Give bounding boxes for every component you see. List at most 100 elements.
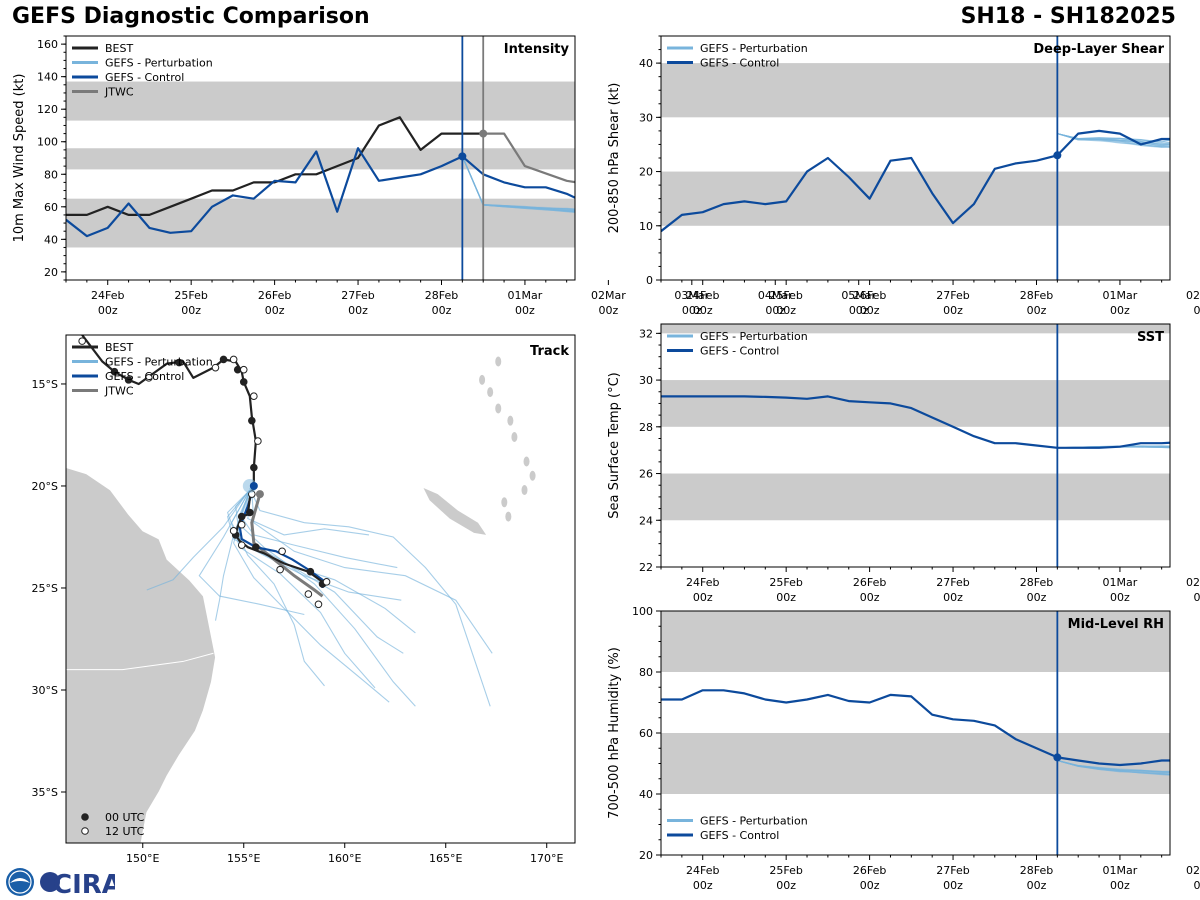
y-axis-label: 200-850 hPa Shear (kt): [607, 83, 622, 234]
y-tick-label: 22: [639, 561, 653, 574]
y-tick-label: 32: [639, 327, 653, 340]
y-axis-label: Sea Surface Temp (°C): [607, 372, 622, 519]
best-00utc-dot: [175, 358, 183, 367]
best-00utc-dot: [306, 567, 315, 576]
perturbation-line: [461, 156, 575, 212]
x-tick-label-line: 05Mar: [841, 289, 876, 302]
legend-label: GEFS - Control: [700, 829, 779, 842]
x-tick-label-line: 00z: [860, 304, 880, 317]
perturbation-line: [1057, 759, 1170, 775]
legend-12utc-marker: [81, 827, 89, 835]
x-tick-label: 26Feb 00z: [853, 864, 886, 892]
threshold-band: [661, 611, 1170, 672]
x-tick-label-line: 24Feb: [686, 289, 719, 302]
best-12utc-dot: [78, 337, 86, 345]
threshold-band: [661, 380, 1170, 427]
x-tick-label-line: 04Mar: [758, 289, 793, 302]
x-tick-label-line: 28Feb: [1020, 864, 1053, 877]
storm-id-title: SH18 - SH182025: [960, 4, 1176, 29]
x-tick-label: 27Feb 00z: [341, 289, 374, 317]
best-12utc-dot: [145, 374, 153, 382]
x-tick-label: 24Feb 00z: [686, 576, 719, 604]
noaa-logo-bird: [10, 878, 30, 883]
vanuatu-island: [511, 432, 518, 443]
figure-title: GEFS Diagnostic Comparison: [12, 4, 370, 29]
legend-label: GEFS - Perturbation: [700, 330, 808, 343]
threshold-band: [66, 81, 575, 121]
best-00utc-dot: [246, 508, 254, 517]
x-tick-label-line: 00z: [776, 304, 796, 317]
x-tick-label: 01Mar 00z: [1103, 864, 1138, 892]
y-tick-label: 30: [639, 111, 653, 124]
y-tick-label: 20: [639, 166, 653, 179]
best-12utc-dot: [237, 520, 246, 529]
noaa-logo-icon: [6, 868, 34, 896]
init-marker: [479, 129, 488, 138]
perturbation-track: [214, 489, 251, 621]
chart-shear: 0 10 20 30 40 24Feb 00z 25Feb 00z 26Feb 00z 27Feb 00…: [607, 35, 1200, 317]
x-tick-label: 25Feb 00z: [769, 576, 802, 604]
best-00utc-dot: [237, 512, 246, 521]
legend-label: GEFS - Perturbation: [700, 42, 808, 55]
jtwc-line: [483, 132, 575, 184]
y-tick-label: 120: [37, 103, 58, 116]
x-tick-label: 05Mar 00z: [841, 289, 876, 317]
best-12utc-dot: [278, 547, 286, 556]
y-tick-label: 60: [44, 201, 58, 214]
legend-label: GEFS - Perturbation: [105, 356, 213, 369]
x-tick-label: 03Mar 00z: [674, 289, 709, 317]
panel-title: SST: [1137, 330, 1164, 345]
perturbation-line: [461, 156, 575, 212]
x-tick-label-line: 25Feb: [769, 864, 802, 877]
x-tick-label: 28Feb 00z: [1020, 289, 1053, 317]
perturbation-line: [1057, 133, 1170, 148]
y-tick-label: 10: [639, 220, 653, 233]
x-tick-label: 24Feb 00z: [686, 864, 719, 892]
x-tick-label: 28Feb 00z: [1020, 576, 1053, 604]
perturbation-track: [251, 490, 493, 654]
lat-tick-label: 20°S: [32, 480, 58, 493]
x-tick-label-line: 02Mar: [1186, 576, 1200, 589]
x-tick-label-line: 00z: [1193, 304, 1200, 317]
perturbation-line: [1057, 133, 1170, 146]
x-tick-label-line: 00z: [693, 304, 713, 317]
x-tick-label: 26Feb 00z: [853, 289, 886, 317]
x-tick-label-line: 24Feb: [91, 289, 124, 302]
x-tick-label: 02Mar 00z: [1186, 289, 1200, 317]
x-tick-label: 26Feb 00z: [258, 289, 291, 317]
x-tick-label-line: 00z: [598, 304, 618, 317]
y-tick-label: 40: [44, 233, 58, 246]
perturbation-line: [1057, 759, 1170, 773]
perturbation-track: [230, 489, 416, 634]
x-tick-label-line: 00z: [765, 304, 785, 317]
best-12utc-dot: [239, 365, 248, 374]
x-tick-label-line: 03Mar: [674, 289, 709, 302]
x-tick-label-line: 00z: [515, 304, 535, 317]
y-tick-label: 0: [646, 274, 653, 287]
x-tick-label-line: 27Feb: [341, 289, 374, 302]
x-tick-label: 24Feb 00z: [91, 289, 124, 317]
x-tick-label: 25Feb 00z: [769, 289, 802, 317]
x-tick-label-line: 25Feb: [769, 289, 802, 302]
threshold-band: [661, 324, 1170, 334]
legend-00utc-marker: [81, 813, 89, 821]
best-00utc-dot: [110, 367, 119, 376]
vanuatu-island: [495, 403, 502, 414]
perturbation-line: [461, 156, 575, 213]
init-marker: [458, 152, 467, 161]
x-tick-label-line: 00z: [432, 304, 452, 317]
x-tick-label: 01Mar 00z: [1103, 576, 1138, 604]
vanuatu-island: [479, 374, 486, 385]
x-tick-label-line: 00z: [1110, 591, 1130, 604]
x-tick-label-line: 27Feb: [936, 576, 969, 589]
plot-area: [66, 81, 575, 248]
x-tick-label-line: 00z: [693, 591, 713, 604]
y-tick-label: 140: [37, 71, 58, 84]
best-00utc-dot: [124, 376, 133, 384]
perturbation-line: [1057, 133, 1170, 144]
x-tick-label-line: 25Feb: [174, 289, 207, 302]
x-tick-label-line: 01Mar: [1103, 864, 1138, 877]
control-line: [661, 689, 1170, 767]
perturbation-track: [239, 487, 398, 569]
